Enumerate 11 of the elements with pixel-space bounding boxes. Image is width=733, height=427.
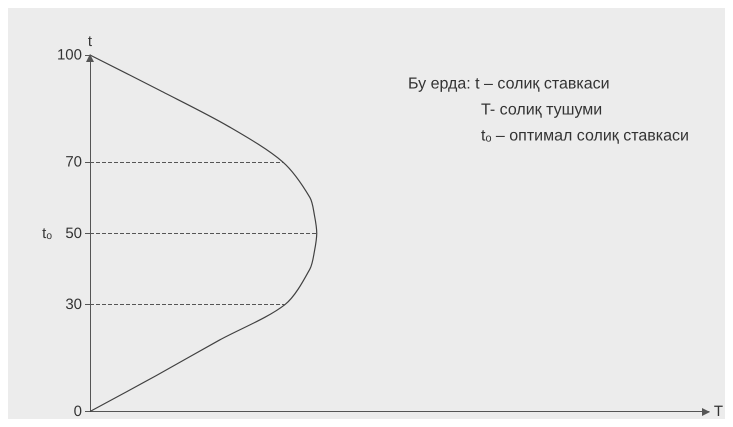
y-tick-label: 30 [65,296,82,314]
y-axis-title: t [88,33,93,50]
y-tick-label: 70 [65,153,82,170]
text: T- солиқ тушуми [481,102,602,118]
ref-line-label: tₒ [42,224,52,242]
text: T [714,403,724,420]
y-tick-label: 100 [56,46,82,64]
text: Бу ерда: t – солиқ ставкаси [408,76,610,92]
y-tick-label: 50 [65,224,82,242]
y-tick-label: 0 [74,403,82,420]
text: tₒ – оптимал солиқ ставкаси [481,128,689,144]
